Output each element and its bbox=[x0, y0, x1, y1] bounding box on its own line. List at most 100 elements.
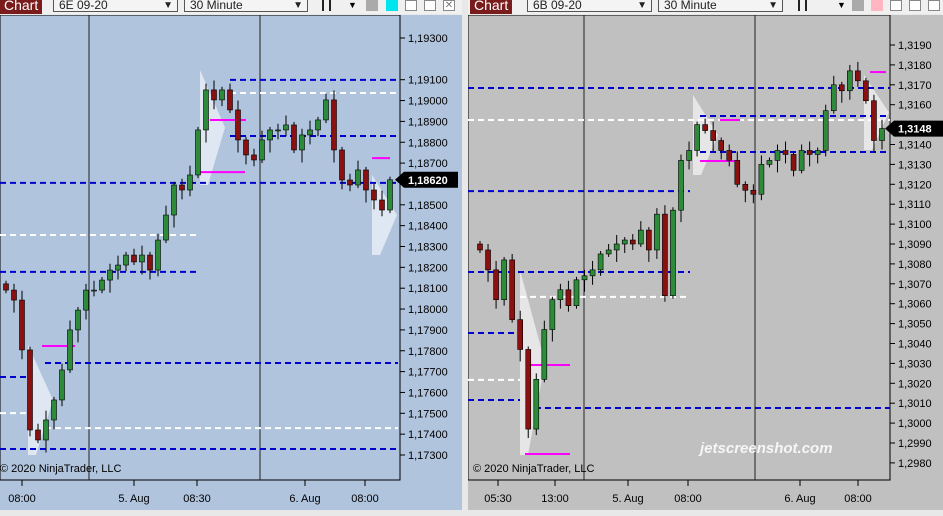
candle-up[interactable] bbox=[51, 399, 57, 421]
candle-up[interactable] bbox=[323, 99, 329, 121]
candle-down[interactable] bbox=[646, 229, 652, 251]
candle-down[interactable] bbox=[179, 184, 185, 191]
candle-down[interactable] bbox=[347, 179, 353, 186]
candle-up[interactable] bbox=[501, 259, 507, 301]
candle-up[interactable] bbox=[59, 369, 65, 401]
candle-up[interactable] bbox=[91, 289, 97, 292]
candle-up[interactable] bbox=[670, 209, 676, 297]
candle-down[interactable] bbox=[11, 289, 17, 301]
candle-up[interactable] bbox=[275, 129, 281, 132]
candle-down[interactable] bbox=[662, 213, 668, 297]
candle-up[interactable] bbox=[879, 128, 885, 141]
candle-up[interactable] bbox=[299, 134, 305, 151]
chart-tab[interactable]: Chart bbox=[470, 0, 513, 14]
dropdown-arrow-icon[interactable]: ▼ bbox=[348, 0, 357, 10]
candle-down[interactable] bbox=[750, 189, 757, 195]
close-icon[interactable] bbox=[928, 0, 940, 11]
candle-up[interactable] bbox=[355, 169, 361, 186]
candle-down[interactable] bbox=[863, 80, 869, 102]
candle-up[interactable] bbox=[541, 329, 548, 380]
candle-up[interactable] bbox=[597, 253, 604, 271]
dropdown-arrow-icon[interactable]: ▼ bbox=[837, 0, 846, 10]
candle-up[interactable] bbox=[814, 150, 821, 155]
candle-up[interactable] bbox=[613, 243, 620, 251]
candle-up[interactable] bbox=[686, 150, 692, 161]
candle-down[interactable] bbox=[565, 289, 572, 306]
candle-down[interactable] bbox=[211, 89, 217, 101]
candle-down[interactable] bbox=[477, 243, 483, 251]
close-icon[interactable]: ✕ bbox=[443, 0, 455, 11]
candle-up[interactable] bbox=[654, 213, 660, 251]
candle-down[interactable] bbox=[251, 154, 257, 161]
candle-down[interactable] bbox=[702, 124, 708, 131]
candle-up[interactable] bbox=[283, 124, 289, 131]
candle-down[interactable] bbox=[838, 84, 845, 92]
chart-tab[interactable]: Chart bbox=[0, 0, 43, 14]
candle-down[interactable] bbox=[806, 150, 813, 155]
candle-down[interactable] bbox=[734, 160, 741, 185]
maximize-icon[interactable] bbox=[424, 0, 436, 11]
candle-up[interactable] bbox=[115, 264, 121, 271]
candle-up[interactable] bbox=[203, 89, 209, 131]
candle-up[interactable] bbox=[267, 129, 273, 141]
candle-up[interactable] bbox=[259, 139, 265, 161]
candle-up[interactable] bbox=[99, 279, 105, 291]
candle-up[interactable] bbox=[847, 70, 853, 92]
candle-down[interactable] bbox=[27, 349, 33, 431]
candle-down[interactable] bbox=[493, 269, 499, 301]
instrument-select[interactable]: 6B 09-20 ▼ bbox=[527, 0, 652, 12]
period-select[interactable]: 30 Minute ▼ bbox=[658, 0, 783, 12]
candle-up[interactable] bbox=[155, 239, 161, 271]
candle-down[interactable] bbox=[243, 139, 249, 156]
candle-up[interactable] bbox=[219, 89, 225, 101]
candle-down[interactable] bbox=[525, 349, 532, 430]
candle-up[interactable] bbox=[621, 239, 628, 245]
candle-up[interactable] bbox=[315, 119, 321, 131]
candle-down[interactable] bbox=[147, 254, 153, 271]
minimize-icon[interactable] bbox=[405, 0, 417, 11]
candle-down[interactable] bbox=[871, 100, 877, 141]
candle-up[interactable] bbox=[75, 309, 81, 331]
candle-down[interactable] bbox=[3, 283, 9, 291]
candle-down[interactable] bbox=[35, 429, 41, 441]
candle-up[interactable] bbox=[139, 254, 145, 263]
minimize-icon[interactable] bbox=[890, 0, 902, 11]
gray-swatch-icon[interactable] bbox=[852, 0, 864, 11]
candle-down[interactable] bbox=[339, 149, 345, 181]
candle-down[interactable] bbox=[782, 150, 789, 155]
candle-up[interactable] bbox=[774, 150, 781, 161]
candle-up[interactable] bbox=[678, 160, 684, 211]
candle-up[interactable] bbox=[798, 150, 805, 171]
candle-up[interactable] bbox=[187, 174, 193, 191]
candle-down[interactable] bbox=[710, 130, 716, 141]
candle-down[interactable] bbox=[291, 124, 297, 151]
candle-up[interactable] bbox=[830, 84, 837, 111]
candle-up[interactable] bbox=[573, 279, 580, 306]
candle-up[interactable] bbox=[549, 299, 556, 330]
candle-down[interactable] bbox=[235, 109, 241, 141]
color-swatch-icon[interactable] bbox=[871, 0, 883, 11]
candle-up[interactable] bbox=[694, 124, 700, 151]
candle-down[interactable] bbox=[379, 199, 385, 211]
candle-down[interactable] bbox=[790, 154, 797, 171]
candle-down[interactable] bbox=[485, 249, 491, 271]
chart-panel-6b[interactable]: 1,3190 1,3180 1,3170 1,3160 1,3140 1,3130 1,31… bbox=[468, 15, 943, 510]
candle-down[interactable] bbox=[363, 169, 369, 191]
candle-up[interactable] bbox=[123, 254, 129, 266]
candle-up[interactable] bbox=[533, 379, 540, 430]
candle-down[interactable] bbox=[718, 140, 724, 151]
candle-up[interactable] bbox=[107, 269, 113, 281]
chart-panel-6e[interactable]: 1,19300 1,19100 1,19000 1,18900 1,18800 1,187… bbox=[0, 15, 462, 510]
candle-up[interactable] bbox=[589, 269, 596, 277]
candle-down[interactable] bbox=[742, 184, 749, 191]
candle-up[interactable] bbox=[195, 129, 201, 176]
candle-down[interactable] bbox=[331, 99, 337, 151]
candle-up[interactable] bbox=[605, 249, 612, 255]
color-swatch-icon[interactable] bbox=[386, 0, 398, 11]
candle-down[interactable] bbox=[726, 150, 733, 161]
gray-swatch-icon[interactable] bbox=[366, 0, 378, 11]
candle-up[interactable] bbox=[822, 110, 829, 151]
candle-down[interactable] bbox=[629, 239, 636, 245]
candle-up[interactable] bbox=[581, 275, 588, 281]
period-select[interactable]: 30 Minute ▼ bbox=[184, 0, 308, 12]
